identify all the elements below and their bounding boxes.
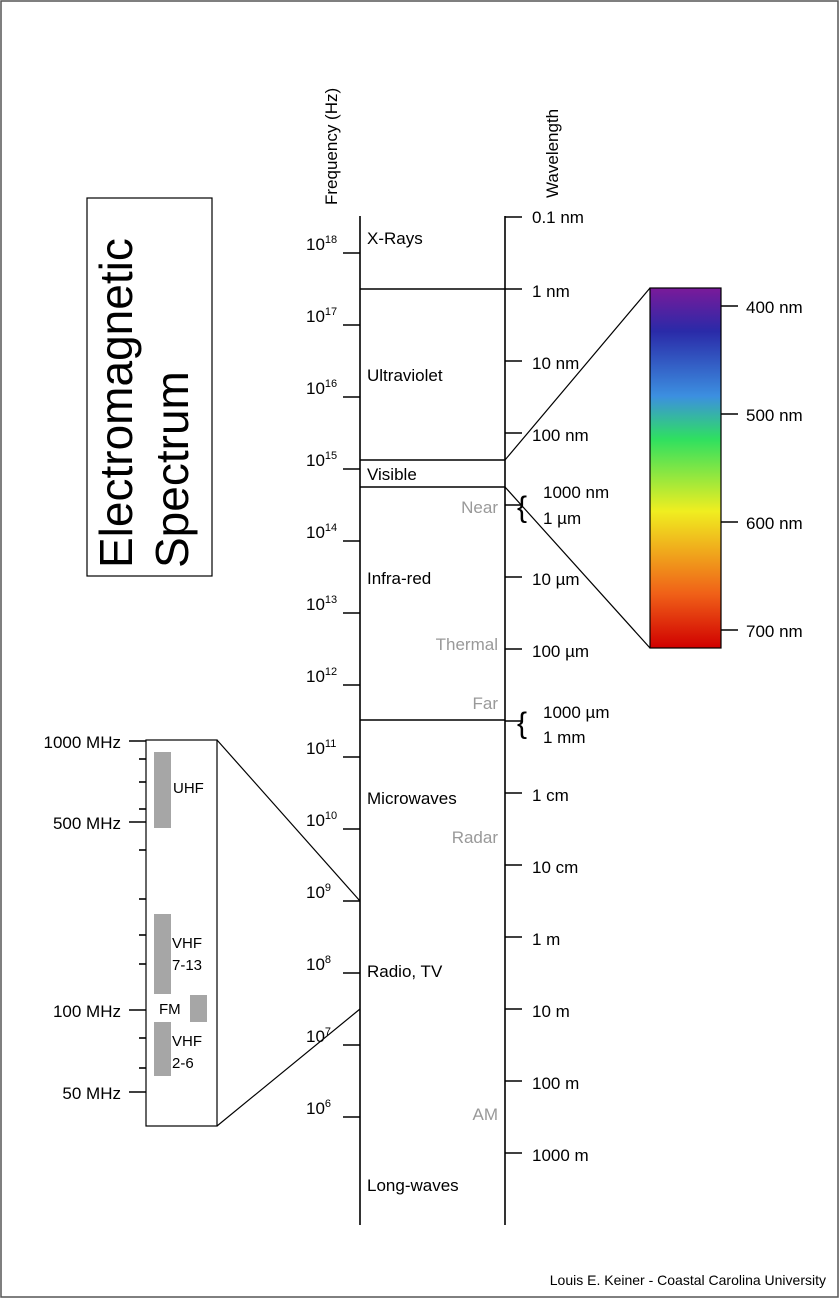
frequency-tick-label: 1017 [306,306,337,326]
wavelength-label: 0.1 nm [532,208,584,227]
frequency-tick-label: 1011 [306,738,336,758]
wavelength-pair-1: { 1000 nm 1 µm [517,483,609,528]
zoom-line [504,486,651,649]
visible-color-bar [649,287,722,649]
subband-labels: Near Thermal Far Radar AM [436,498,499,1124]
wavelength-axis-title: Wavelength [543,109,562,198]
wavelength-label: 10 µm [532,570,580,589]
frequency-ticks [343,252,360,1118]
title-line-2: Spectrum [146,371,198,568]
wavelength-label: 1 nm [532,282,570,301]
radio-inset: 1000 MHz 500 MHz 100 MHz 50 MHz UHF VHF … [44,733,361,1127]
subband-label: Near [461,498,498,517]
radio-band-label: VHF [172,935,202,952]
frequency-tick-label: 108 [306,954,331,974]
wavelength-label: 1 m [532,930,560,949]
radio-band-label: VHF [172,1033,202,1050]
band-label: Radio, TV [367,962,443,981]
brace-glyph: { [517,491,527,524]
radio-band-label: 2-6 [172,1055,194,1072]
wavelength-label: 100 µm [532,642,589,661]
band-label: Ultraviolet [367,366,443,385]
subband-label: Thermal [436,635,498,654]
wavelength-tick-labels: 0.1 nm 1 nm 10 nm 100 nm 10 µm 100 µm 1 … [532,208,589,1165]
band-label: Infra-red [367,569,431,588]
frequency-tick-label: 1015 [306,450,337,470]
radio-freq-label: 1000 MHz [44,733,121,752]
wavelength-pair-top: 1000 nm [543,483,609,502]
frequency-tick-label: 1018 [306,234,337,254]
zoom-line [216,739,361,902]
wavelength-label: 10 cm [532,858,578,877]
visible-label: 400 nm [746,298,803,317]
wavelength-pair-bottom: 1 mm [543,728,586,747]
frequency-tick-label: 109 [306,882,331,902]
brace-glyph: { [517,707,527,740]
subband-label: AM [473,1105,499,1124]
visible-label: 600 nm [746,514,803,533]
radio-band-label: 7-13 [172,957,202,974]
band-label: Long-waves [367,1176,459,1195]
zoom-line [504,287,651,461]
frequency-tick-label: 106 [306,1098,331,1118]
visible-label: 700 nm [746,622,803,641]
title: Electromagnetic Spectrum [90,238,198,568]
title-box [86,197,213,577]
band-labels: X-Rays Ultraviolet Visible Infra-red Mic… [367,229,459,1195]
subband-label: Far [473,694,499,713]
radio-freq-label: 50 MHz [62,1084,121,1103]
frequency-tick-label: 1016 [306,378,337,398]
frequency-axis-title: Frequency (Hz) [322,88,341,205]
band-label: Microwaves [367,789,457,808]
wavelength-pair-top: 1000 µm [543,703,610,722]
wavelength-label: 10 m [532,1002,570,1021]
fm-bar [190,995,207,1022]
band-label: Visible [367,465,417,484]
wavelength-pair-bottom: 1 µm [543,509,581,528]
visible-label: 500 nm [746,406,803,425]
visible-inset: 400 nm 500 nm 600 nm 700 nm [504,287,803,649]
wavelength-pair-2: { 1000 µm 1 mm [517,703,610,747]
frequency-tick-labels: 1018 1017 1016 1015 1014 1013 1012 1011 … [306,234,337,1118]
wavelength-label: 1 cm [532,786,569,805]
frequency-tick-label: 1010 [306,810,337,830]
radio-band-label: UHF [173,780,204,797]
title-line-1: Electromagnetic [90,238,142,568]
radio-freq-label: 500 MHz [53,814,121,833]
wavelength-label: 10 nm [532,354,579,373]
wavelength-label: 100 m [532,1074,579,1093]
vhf-high-bar [154,914,171,994]
radio-freq-label: 100 MHz [53,1002,121,1021]
frequency-tick-label: 1012 [306,666,337,686]
subband-label: Radar [452,828,499,847]
frequency-tick-label: 1013 [306,594,337,614]
wavelength-ticks [505,216,522,1154]
radio-band-label: FM [159,1001,181,1018]
uhf-bar [154,752,171,828]
wavelength-label: 1000 m [532,1146,589,1165]
frequency-tick-label: 1014 [306,522,337,542]
zoom-line [216,1008,361,1127]
wavelength-label: 100 nm [532,426,589,445]
credit: Louis E. Keiner - Coastal Carolina Unive… [550,1272,826,1288]
band-label: X-Rays [367,229,423,248]
vhf-low-bar [154,1022,171,1076]
